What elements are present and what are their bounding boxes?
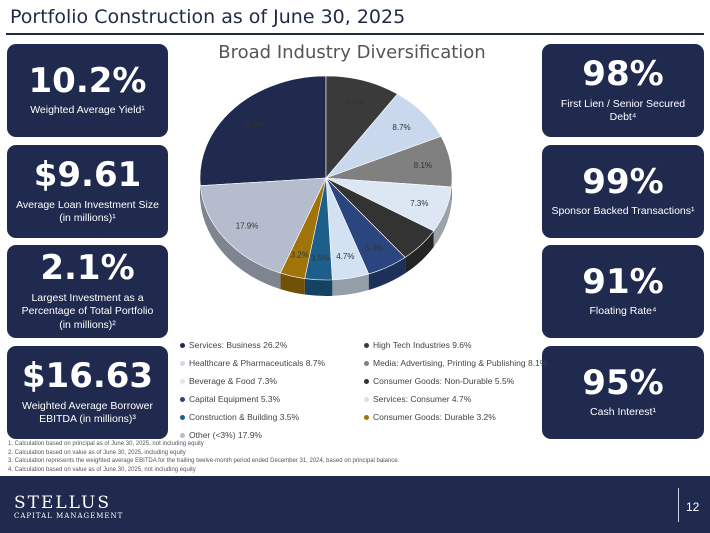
legend-swatch <box>180 396 185 402</box>
stat-card-cash-interest: 95% Cash Interest¹ <box>542 346 704 439</box>
footnote: 3. Calculation represents the weighted a… <box>8 458 400 465</box>
stat-label: Sponsor Backed Transactions¹ <box>551 205 695 218</box>
footnotes: 1. Calculation based on principal as of … <box>8 440 528 475</box>
legend-label: Media: Advertising, Printing & Publishin… <box>373 358 548 368</box>
pie-slice-1 <box>325 75 398 179</box>
stat-label: Floating Rate⁴ <box>589 305 657 318</box>
legend-label: Beverage & Food 7.3% <box>189 376 277 386</box>
legend-label: Services: Consumer 4.7% <box>373 394 472 404</box>
pie-label-3: 8.1% <box>414 161 432 170</box>
legend-item: Services: Business 26.2% <box>180 340 287 350</box>
stat-value: 95% <box>582 362 664 403</box>
chart-title: Broad Industry Diversification <box>218 42 486 63</box>
stat-label: Weighted Average Borrower EBITDA (in mil… <box>22 399 153 426</box>
legend-swatch <box>364 396 369 402</box>
pie-label-7: 4.7% <box>336 252 354 261</box>
legend-swatch <box>180 342 185 348</box>
legend-swatch <box>364 342 369 348</box>
pie-label-2: 8.7% <box>392 123 410 132</box>
stat-card-largest-investment: 2.1% Largest Investment as a Percentage … <box>7 245 168 338</box>
pie-label-4: 7.3% <box>410 199 428 208</box>
legend-item: Capital Equipment 5.3% <box>180 394 280 404</box>
footnote: 4. Calculation based on value as of June… <box>8 467 196 474</box>
stat-value: 91% <box>582 261 664 302</box>
legend-label: High Tech Industries 9.6% <box>373 340 472 350</box>
pie-label-1: 9.6% <box>346 98 364 107</box>
legend-label: Services: Business 26.2% <box>189 340 288 350</box>
legend-swatch <box>364 378 369 384</box>
pie-label-9: 3.2% <box>291 251 309 260</box>
pie-slice-side <box>368 257 406 290</box>
legend-item: Healthcare & Pharmaceuticals 8.7% <box>180 358 325 368</box>
pie-slice-side <box>304 278 333 296</box>
pie-label-5: 5.5% <box>391 226 409 235</box>
legend-swatch <box>180 432 185 438</box>
stat-value: 10.2% <box>28 60 147 101</box>
legend-item: High Tech Industries 9.6% <box>364 340 472 350</box>
stat-card-sponsor-backed: 99% Sponsor Backed Transactions¹ <box>542 145 704 238</box>
legend-item: Construction & Building 3.5% <box>180 412 299 422</box>
legend-swatch <box>180 360 185 366</box>
stat-card-average-loan-size: $9.61 Average Loan Investment Size (in m… <box>7 145 168 238</box>
legend-label: Capital Equipment 5.3% <box>189 394 281 404</box>
footer-bar <box>0 476 710 533</box>
stat-value: $9.61 <box>33 155 142 196</box>
footnote: 2. Calculation based on value as of June… <box>8 449 186 456</box>
legend-swatch <box>364 360 369 366</box>
legend-label: Healthcare & Pharmaceuticals 8.7% <box>189 358 326 368</box>
legend-item: Media: Advertising, Printing & Publishin… <box>364 358 547 368</box>
pie-slice-side <box>405 231 434 274</box>
legend-label: Other (<3%) 17.9% <box>189 430 262 440</box>
legend-item: Other (<3%) 17.9% <box>180 430 262 440</box>
stat-label: Average Loan Investment Size (in million… <box>16 198 159 225</box>
company-logo: STELLUS <box>14 493 112 513</box>
legend-item: Consumer Goods: Durable 3.2% <box>364 412 496 422</box>
chart-legend: Services: Business 26.2% High Tech Indust… <box>176 340 547 444</box>
page-number: 12 <box>686 500 700 514</box>
industry-pie-chart: 26.2% 9.6% 8.7% 8.1% 7.3% 5.5% 5.3% 4.7% 3.5%3.2… <box>199 75 453 296</box>
stat-value: 98% <box>582 54 664 95</box>
pie-label-0: 26.2% <box>243 120 266 129</box>
pie-label-6: 5.3% <box>365 243 383 252</box>
footer-divider <box>678 488 679 522</box>
pie-slice-10 <box>200 177 327 274</box>
legend-item: Consumer Goods: Non-Durable 5.5% <box>364 376 514 386</box>
company-logo-subtitle: CAPITAL MANAGEMENT <box>14 512 124 520</box>
stat-card-floating-rate: 91% Floating Rate⁴ <box>542 245 704 338</box>
stat-card-borrower-ebitda: $16.63 Weighted Average Borrower EBITDA … <box>7 346 168 439</box>
pie-label-10: 17.9% <box>236 221 259 230</box>
legend-label: Consumer Goods: Durable 3.2% <box>373 412 496 422</box>
footnote: 1. Calculation based on principal as of … <box>8 441 204 447</box>
legend-swatch <box>180 414 185 420</box>
legend-item: Beverage & Food 7.3% <box>180 376 277 386</box>
stat-label: Weighted Average Yield¹ <box>30 104 145 117</box>
pie-label-8: 3.5% <box>311 253 329 262</box>
legend-swatch <box>180 378 185 384</box>
legend-item: Services: Consumer 4.7% <box>364 394 471 404</box>
legend-swatch <box>364 414 369 420</box>
stat-value: $16.63 <box>21 356 154 397</box>
stat-card-weighted-average-yield: 10.2% Weighted Average Yield¹ <box>7 44 168 137</box>
pie-slice-side <box>280 273 305 295</box>
pie-slice-0 <box>199 75 327 187</box>
page-title: Portfolio Construction as of June 30, 20… <box>10 6 406 28</box>
title-divider <box>6 33 704 35</box>
legend-label: Construction & Building 3.5% <box>189 412 300 422</box>
stat-value: 2.1% <box>40 248 135 289</box>
legend-label: Consumer Goods: Non-Durable 5.5% <box>373 376 515 386</box>
stat-value: 99% <box>582 161 664 202</box>
stat-label: Cash Interest¹ <box>590 406 656 419</box>
stat-label: First Lien / Senior Secured Debt⁴ <box>560 97 686 124</box>
pie-slice-side <box>200 185 281 290</box>
stat-card-first-lien: 98% First Lien / Senior Secured Debt⁴ <box>542 44 704 137</box>
stat-label: Largest Investment as a Percentage of To… <box>21 291 154 332</box>
